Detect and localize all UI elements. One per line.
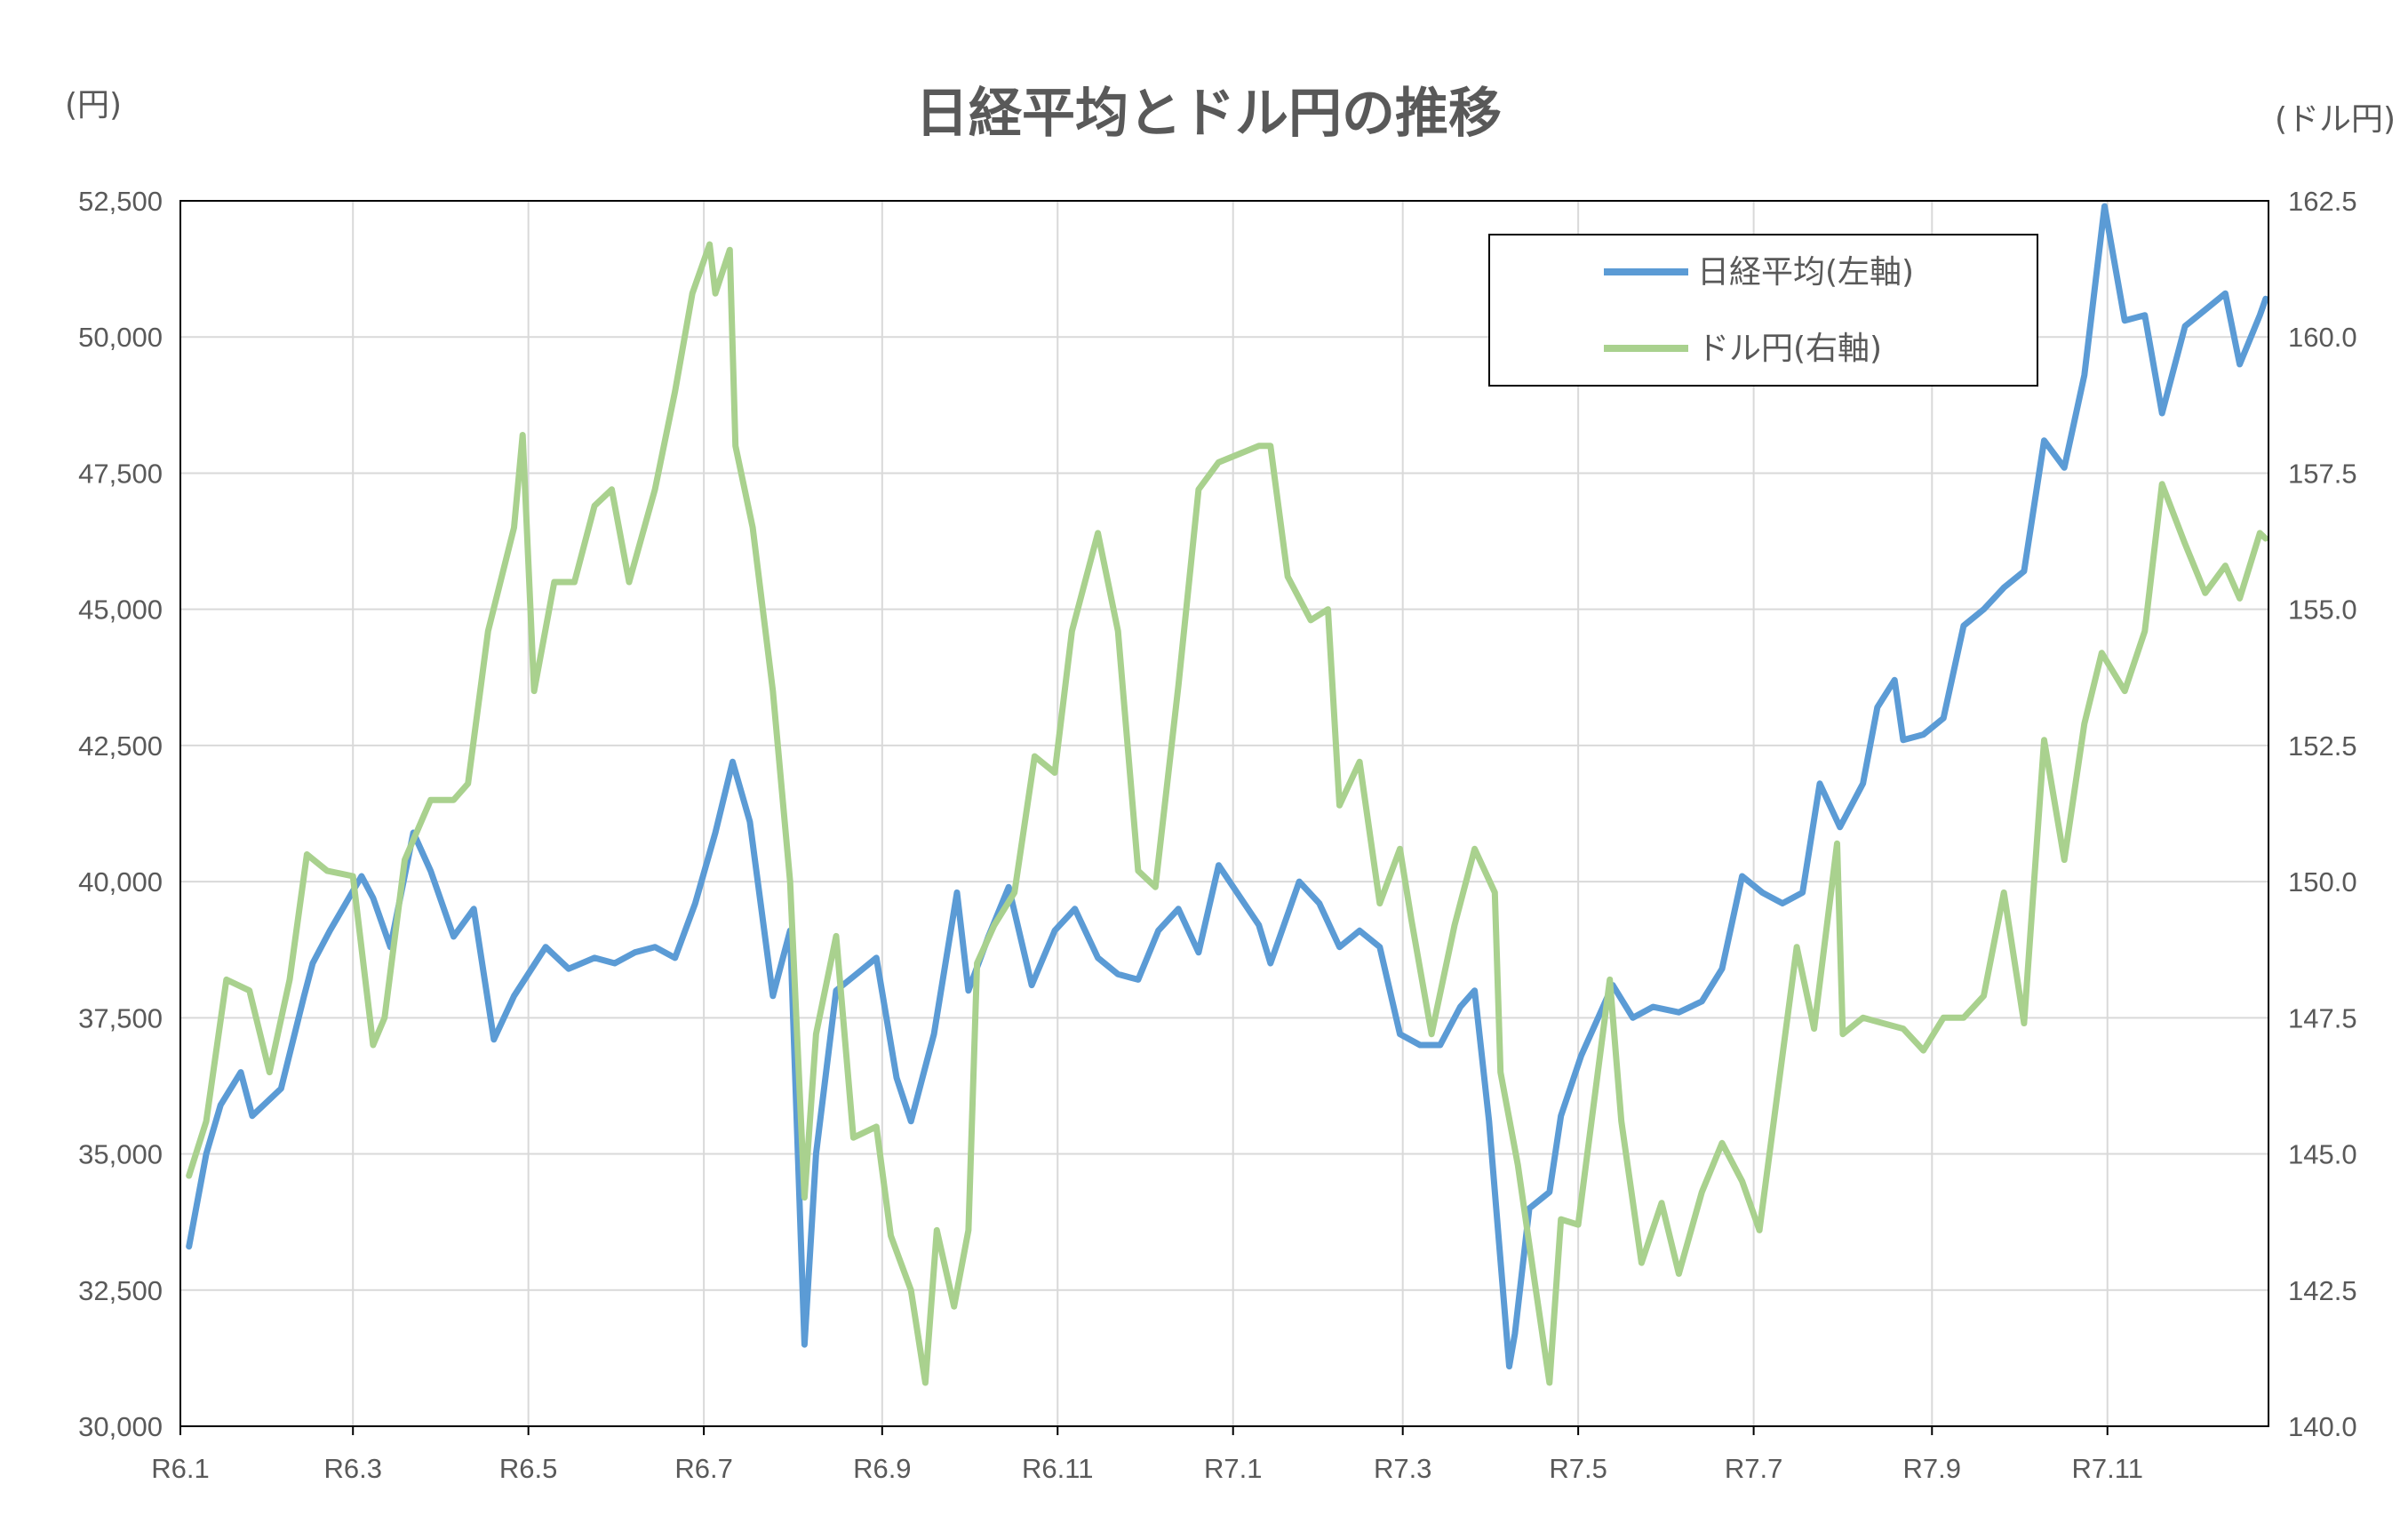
right-axis-unit: (ドル円)	[2275, 101, 2396, 138]
right-y-tick-label: 160.0	[2288, 322, 2357, 353]
x-tick-label: R6.5	[499, 1453, 557, 1484]
right-y-tick-label: 145.0	[2288, 1139, 2357, 1170]
x-tick-label: R6.1	[151, 1453, 209, 1484]
right-y-tick-label: 142.5	[2288, 1275, 2357, 1306]
left-y-tick-label: 42,500	[78, 730, 163, 762]
legend: 日経平均(左軸) ドル円(右軸)	[1488, 234, 2038, 387]
x-tick-label: R7.5	[1549, 1453, 1607, 1484]
right-y-tick-label: 150.0	[2288, 866, 2357, 898]
gridlines	[179, 200, 2268, 1435]
x-tick-label: R7.9	[1903, 1453, 1961, 1484]
x-tick-label: R6.9	[853, 1453, 911, 1484]
left-y-tick-label: 35,000	[78, 1139, 163, 1170]
right-y-tick-label: 155.0	[2288, 594, 2357, 626]
left-y-tick-label: 50,000	[78, 322, 163, 353]
left-y-tick-label: 52,500	[78, 186, 163, 217]
usdjpy-line	[186, 241, 2269, 1386]
right-y-tick-label: 157.5	[2288, 458, 2357, 489]
legend-label-usdjpy: ドル円(右軸)	[1697, 331, 1882, 367]
x-tick-label: R7.7	[1725, 1453, 1782, 1484]
left-y-tick-label: 30,000	[78, 1411, 163, 1442]
left-axis-unit: (円)	[65, 87, 122, 124]
left-y-tick-label: 37,500	[78, 1002, 163, 1033]
x-tick-label: R7.1	[1204, 1453, 1262, 1484]
left-y-tick-label: 32,500	[78, 1275, 163, 1306]
plot-frame	[179, 200, 2269, 1427]
right-y-tick-label: 162.5	[2288, 186, 2357, 217]
x-tick-label: R6.3	[323, 1453, 381, 1484]
legend-box	[1488, 234, 2038, 387]
legend-label-nikkei: 日経平均(左軸)	[1697, 254, 1914, 291]
x-tick-label: R7.3	[1374, 1453, 1431, 1484]
left-y-tick-label: 45,000	[78, 594, 163, 626]
x-tick-label: R6.7	[674, 1453, 732, 1484]
right-y-tick-label: 147.5	[2288, 1002, 2357, 1033]
series-lines	[186, 203, 2269, 1386]
chart-title: 日経平均とドル円の推移	[915, 83, 1502, 145]
left-y-tick-label: 47,500	[78, 458, 163, 489]
left-y-tick-label: 40,000	[78, 866, 163, 898]
x-tick-label: R7.11	[2072, 1453, 2143, 1484]
right-y-tick-label: 140.0	[2288, 1411, 2357, 1442]
nikkei-line	[186, 203, 2269, 1370]
right-y-tick-label: 152.5	[2288, 730, 2357, 762]
tick-labels: 30,000 140.0 32,500 142.5 35,000 145.0 37,500 1…	[78, 186, 2356, 1484]
x-tick-label: R6.11	[1022, 1453, 1093, 1484]
